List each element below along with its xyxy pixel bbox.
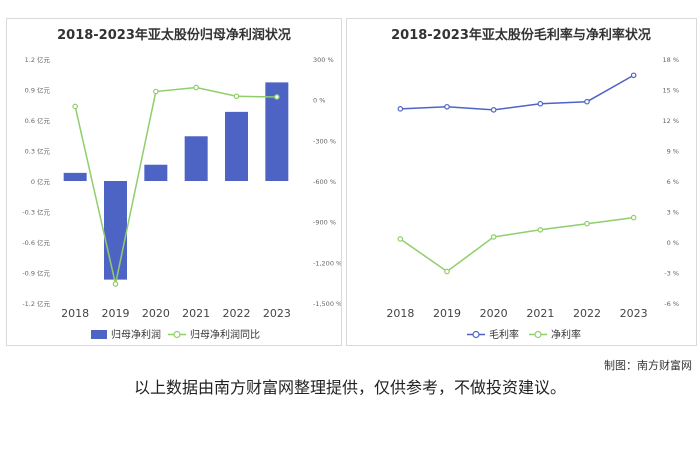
- bar-2020: [144, 164, 168, 181]
- yoy-point-2019: [112, 281, 119, 287]
- y-right-tick-label: 15 %: [662, 87, 679, 95]
- x-tick-label: 2023: [620, 307, 648, 320]
- y-left-tick-label: 0.3: [25, 148, 35, 156]
- y-right-tick-label: -600 %: [313, 178, 336, 186]
- y-left-tick-label: 0.6: [25, 117, 35, 125]
- disclaimer-text: 以上数据由南方财富网整理提供，仅供参考，不做投资建议。: [133, 378, 566, 397]
- series-point-1-2022: [584, 220, 590, 227]
- x-tick-label: 2018: [386, 307, 414, 320]
- y-left-tick-label: 0: [31, 178, 35, 186]
- legend-swatch-net-marker: [534, 330, 542, 339]
- y-left-tick-unit: 亿元: [37, 147, 51, 156]
- x-tick-label: 2022: [223, 307, 251, 320]
- yoy-point-2023: [274, 94, 280, 100]
- yoy-point-2021: [193, 84, 199, 91]
- x-tick-label: 2023: [263, 307, 291, 320]
- legend-label-line: 归母净利润同比: [190, 328, 260, 341]
- y-right-tick-label: 300 %: [313, 56, 334, 64]
- y-left-tick-label: 1.2: [25, 56, 35, 64]
- y-right-tick-label: 6 %: [667, 178, 679, 186]
- chart-title: 2018-2023年亚太股份归母净利润状况: [57, 27, 291, 43]
- bar-2023: [265, 82, 289, 181]
- series-line-0: [400, 74, 635, 111]
- y-left-tick-label: 0.9: [25, 87, 35, 95]
- yoy-point-2020: [153, 88, 159, 95]
- y-right-tick-label: -3 %: [664, 270, 679, 278]
- y-right-tick-label: 0 %: [667, 239, 679, 247]
- x-tick-label: 2020: [480, 307, 508, 320]
- y-right-tick-label: -900 %: [313, 219, 336, 227]
- y-right-tick-label: -1,200 %: [313, 259, 341, 267]
- series-point-0-2020: [490, 107, 497, 113]
- y-right-tick-label: 18 %: [662, 56, 679, 64]
- legend-label-gross: 毛利率: [489, 328, 519, 341]
- bar-2021: [184, 136, 208, 181]
- series-point-0-2019: [444, 103, 450, 110]
- y-right-tick-label: -6 %: [664, 300, 679, 308]
- y-right-tick-label: -300 %: [313, 137, 336, 145]
- bar-2019: [104, 181, 127, 280]
- y-left-tick-unit: 亿元: [37, 116, 51, 125]
- series-point-0-2023: [630, 72, 637, 79]
- legend-swatch-bar: [91, 330, 107, 339]
- x-tick-label: 2018: [61, 307, 89, 320]
- right-chart-panel: 2018-2023年亚太股份毛利率与净利率状况 18 % 15 % 12 % 9 % 6 …: [346, 18, 697, 346]
- y-left-tick-unit: 亿元: [37, 208, 51, 217]
- series-point-1-2019: [444, 268, 450, 275]
- legend-label-bar: 归母净利润: [111, 328, 161, 341]
- yoy-point-2022: [233, 93, 240, 100]
- series-point-1-2023: [630, 214, 637, 221]
- x-tick-label: 2019: [102, 307, 130, 320]
- yoy-line: [74, 86, 277, 285]
- x-tick-label: 2021: [182, 307, 210, 320]
- legend-label-net: 净利率: [551, 328, 581, 341]
- x-tick-label: 2022: [573, 307, 601, 320]
- y-left-tick-label: -1.2: [22, 300, 35, 308]
- y-left-tick-label: -0.9: [22, 270, 35, 278]
- margin-chart: 2018-2023年亚太股份毛利率与净利率状况 18 % 15 % 12 % 9 % 6 …: [386, 27, 679, 341]
- series-point-1-2018: [397, 236, 404, 242]
- y-left-tick-unit: 亿元: [37, 238, 51, 247]
- series-point-0-2022: [584, 98, 590, 105]
- series-point-1-2021: [537, 227, 544, 233]
- series-line-1: [399, 216, 634, 273]
- series-point-0-2018: [397, 106, 404, 112]
- yoy-point-2018: [72, 103, 78, 110]
- series-point-0-2021: [537, 100, 544, 107]
- legend-swatch-gross-marker: [472, 330, 480, 339]
- x-tick-label: 2020: [142, 307, 170, 320]
- legend-swatch-line-marker: [173, 330, 181, 339]
- y-right-tick-label: 12 %: [662, 117, 679, 125]
- y-left-tick-unit: 亿元: [37, 86, 51, 95]
- y-left-tick-unit: 亿元: [37, 55, 51, 64]
- series-point-1-2020: [490, 234, 497, 240]
- x-tick-label: 2019: [433, 307, 461, 320]
- y-left-tick-unit: 亿元: [37, 269, 51, 278]
- y-right-tick-label: 3 %: [667, 209, 679, 217]
- bar-2018: [63, 172, 87, 181]
- bar-2022: [225, 111, 248, 181]
- y-right-tick-label: -1,500 %: [313, 300, 341, 308]
- x-tick-label: 2021: [526, 307, 554, 320]
- y-left-tick-unit: 亿元: [37, 177, 51, 186]
- y-left-tick-label: -0.6: [22, 239, 35, 247]
- y-left-tick-label: -0.3: [22, 209, 35, 217]
- left-chart-panel: 2018-2023年亚太股份归母净利润状况 1.2 亿元 0.9 亿元 0.6 亿元 0.3 亿…: [6, 18, 342, 346]
- chart-credit: 制图：南方财富网: [604, 359, 692, 372]
- y-right-tick-label: 9 %: [667, 148, 679, 156]
- y-right-tick-label: 0 %: [313, 97, 325, 105]
- chart-title: 2018-2023年亚太股份毛利率与净利率状况: [391, 27, 651, 43]
- y-left-tick-unit: 亿元: [37, 299, 51, 308]
